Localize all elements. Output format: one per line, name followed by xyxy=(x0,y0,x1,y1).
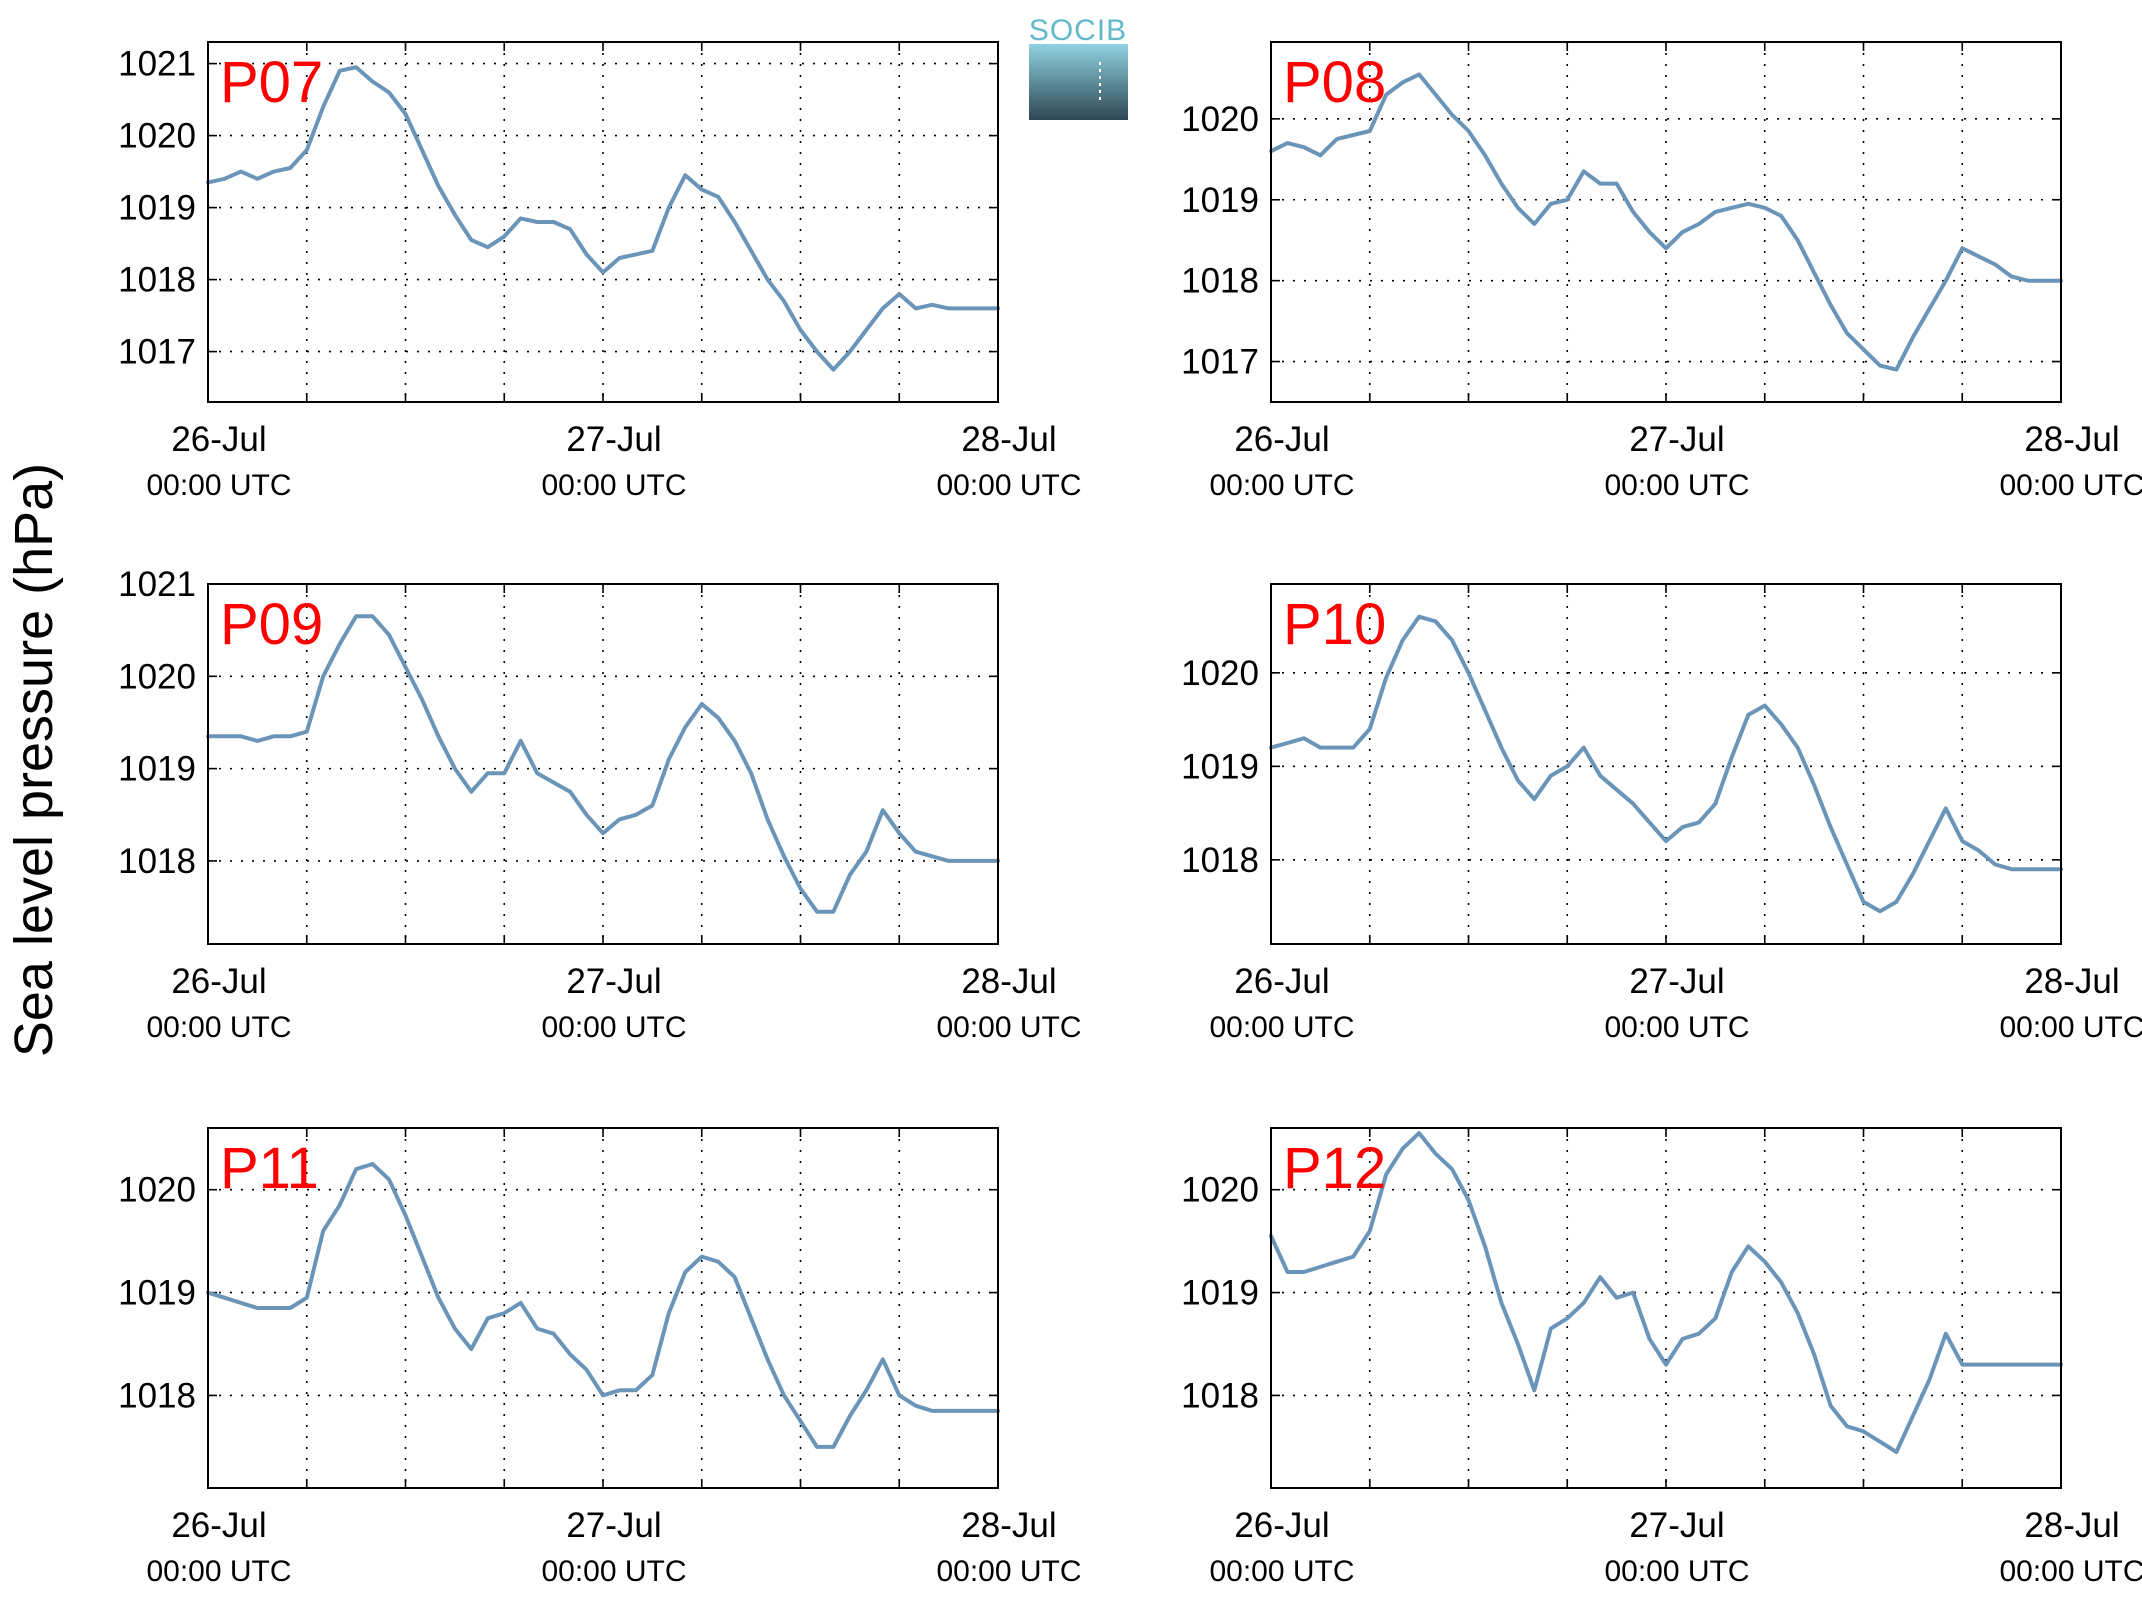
x-tick-time-label: 00:00 UTC xyxy=(541,1555,686,1588)
y-tick-label: 1020 xyxy=(118,657,196,696)
panel-p12: 1018 1019 1020 26-Jul 00:00 UTC 27-Jul 00:00 U… xyxy=(1181,1127,2142,1588)
y-tick-label: 1019 xyxy=(118,189,196,228)
socib-logo: SOCIB xyxy=(1029,14,1128,120)
x-tick-date-label: 28-Jul xyxy=(961,962,1056,1001)
y-tick-label: 1018 xyxy=(118,261,196,300)
panel-p11: 1018 1019 1020 26-Jul 00:00 UTC 27-Jul 00:00 U… xyxy=(118,1127,1082,1588)
y-tick-label: 1019 xyxy=(118,1274,196,1313)
y-tick-label: 1018 xyxy=(1181,841,1259,880)
x-tick-time-label: 00:00 UTC xyxy=(1999,469,2142,502)
panel-p09: 1018 1019 1020 1021 26-Jul 00:00 UTC 27-Jul 00:… xyxy=(118,565,1081,1044)
x-tick-time-label: 00:00 UTC xyxy=(1209,469,1354,502)
panels: 1017 1018 1019 1020 1021 26-Jul 00:00 UTC 27-Ju… xyxy=(118,41,2142,1588)
x-tick-date-label: 27-Jul xyxy=(1629,420,1724,459)
x-tick-time-label: 00:00 UTC xyxy=(541,1011,686,1044)
y-tick-label: 1019 xyxy=(1181,1274,1259,1313)
x-tick-date-label: 26-Jul xyxy=(171,962,266,1001)
y-tick-label: 1018 xyxy=(118,842,196,881)
y-tick-label: 1021 xyxy=(118,45,196,84)
x-tick-time-label: 00:00 UTC xyxy=(1604,1555,1749,1588)
panel-label: P12 xyxy=(1283,1136,1386,1201)
x-tick-date-label: 26-Jul xyxy=(1234,962,1329,1001)
axes-frame xyxy=(207,41,999,403)
x-tick-date-label: 27-Jul xyxy=(566,962,661,1001)
x-tick-date-label: 28-Jul xyxy=(961,420,1056,459)
x-tick-time-label: 00:00 UTC xyxy=(541,469,686,502)
x-tick-time-label: 00:00 UTC xyxy=(936,1011,1081,1044)
socib-logo-bar xyxy=(1029,44,1128,120)
x-tick-date-label: 28-Jul xyxy=(2024,420,2119,459)
x-tick-time-label: 00:00 UTC xyxy=(146,1555,291,1588)
panel-p07: 1017 1018 1019 1020 1021 26-Jul 00:00 UTC 27-Ju… xyxy=(118,41,1082,502)
y-tick-label: 1020 xyxy=(118,117,196,156)
x-tick-date-label: 27-Jul xyxy=(1629,1506,1724,1545)
y-tick-label: 1020 xyxy=(1181,654,1259,693)
x-tick-time-label: 00:00 UTC xyxy=(146,469,291,502)
pressure-series-line xyxy=(1269,614,2063,914)
pressure-series-line xyxy=(1269,72,2063,372)
y-tick-label: 1020 xyxy=(1181,100,1259,139)
pressure-series-line xyxy=(1269,1131,2063,1454)
x-tick-time-label: 00:00 UTC xyxy=(936,469,1081,502)
y-tick-label: 1020 xyxy=(1181,1171,1259,1210)
axes-frame xyxy=(207,583,999,945)
y-tick-label: 1017 xyxy=(118,333,196,372)
y-tick-label: 1017 xyxy=(1181,343,1259,382)
y-tick-label: 1021 xyxy=(118,565,196,604)
x-tick-date-label: 27-Jul xyxy=(566,1506,661,1545)
panel-label: P09 xyxy=(220,592,323,657)
x-tick-time-label: 00:00 UTC xyxy=(1604,469,1749,502)
axes-frame xyxy=(1270,1127,2062,1489)
x-tick-time-label: 00:00 UTC xyxy=(936,1555,1081,1588)
x-tick-date-label: 28-Jul xyxy=(2024,1506,2119,1545)
panel-label: P08 xyxy=(1283,50,1386,115)
x-tick-time-label: 00:00 UTC xyxy=(1999,1011,2142,1044)
x-tick-time-label: 00:00 UTC xyxy=(1999,1555,2142,1588)
y-tick-label: 1018 xyxy=(1181,1376,1259,1415)
panel-p08: 1017 1018 1019 1020 26-Jul 00:00 UTC 27-Jul 00:… xyxy=(1181,41,2142,502)
x-tick-date-label: 28-Jul xyxy=(961,1506,1056,1545)
pressure-series-line xyxy=(206,1162,1000,1449)
x-tick-date-label: 26-Jul xyxy=(171,1506,266,1545)
x-tick-date-label: 27-Jul xyxy=(1629,962,1724,1001)
socib-logo-text: SOCIB xyxy=(1029,14,1127,47)
y-tick-label: 1019 xyxy=(118,750,196,789)
panel-label: P10 xyxy=(1283,592,1386,657)
x-tick-time-label: 00:00 UTC xyxy=(1209,1555,1354,1588)
panel-p10: 1018 1019 1020 26-Jul 00:00 UTC 27-Jul 00:00 U… xyxy=(1181,583,2142,1044)
axes-frame xyxy=(207,1127,999,1489)
axes-frame xyxy=(1270,41,2062,403)
axes-frame xyxy=(1270,583,2062,945)
pressure-series-line xyxy=(206,614,1000,914)
x-tick-time-label: 00:00 UTC xyxy=(1604,1011,1749,1044)
y-tick-label: 1018 xyxy=(1181,262,1259,301)
x-tick-time-label: 00:00 UTC xyxy=(1209,1011,1354,1044)
panel-label: P11 xyxy=(220,1136,319,1201)
pressure-series-line xyxy=(206,65,1000,372)
y-tick-label: 1019 xyxy=(1181,181,1259,220)
x-tick-date-label: 26-Jul xyxy=(171,420,266,459)
y-tick-label: 1019 xyxy=(1181,747,1259,786)
panel-label: P07 xyxy=(220,50,323,115)
y-axis-label: Sea level pressure (hPa) xyxy=(4,463,64,1057)
x-tick-date-label: 26-Jul xyxy=(1234,420,1329,459)
x-tick-date-label: 28-Jul xyxy=(2024,962,2119,1001)
x-tick-date-label: 27-Jul xyxy=(566,420,661,459)
x-tick-time-label: 00:00 UTC xyxy=(146,1011,291,1044)
y-tick-label: 1020 xyxy=(118,1171,196,1210)
y-tick-label: 1018 xyxy=(118,1376,196,1415)
x-tick-date-label: 26-Jul xyxy=(1234,1506,1329,1545)
